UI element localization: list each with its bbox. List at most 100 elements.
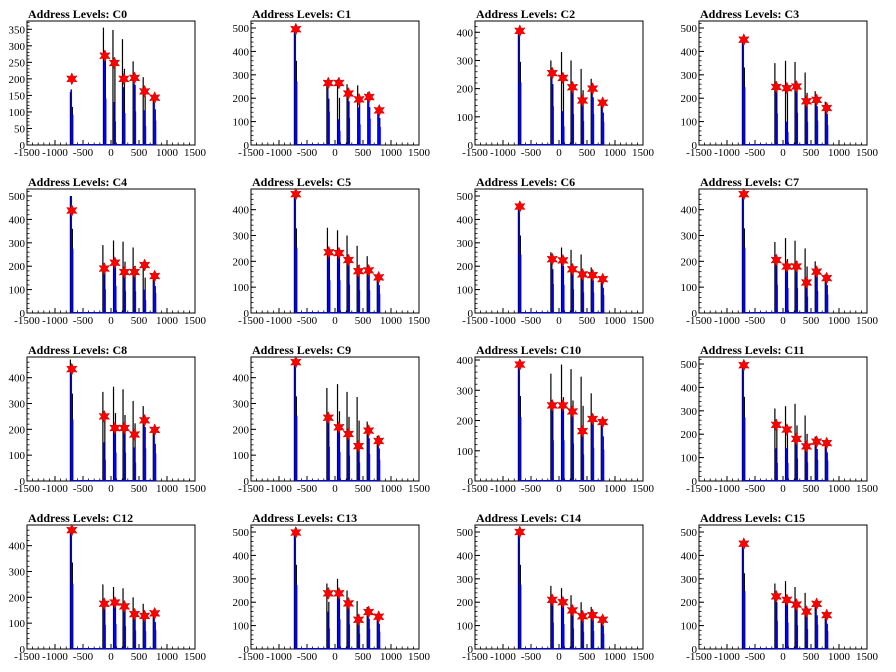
x-tick-label: 1500	[856, 483, 879, 495]
y-tick-label: 0	[20, 476, 26, 488]
y-tick-label: 100	[233, 450, 250, 462]
peak-marker	[738, 187, 750, 201]
peak-marker	[820, 436, 833, 450]
x-tick-label: -500	[73, 315, 94, 327]
y-tick-label: 300	[9, 399, 26, 411]
x-tick-label: -1000	[714, 651, 740, 663]
y-tick-label: 100	[681, 282, 698, 294]
peak-marker	[820, 608, 833, 622]
peak-marker	[372, 270, 385, 284]
x-tick-label: -1500	[686, 315, 712, 327]
peak-marker	[576, 424, 589, 438]
x-tick-label: -1500	[238, 651, 264, 663]
peak-marker	[362, 605, 375, 619]
x-tick-label: -500	[745, 315, 766, 327]
x-tick-label: 500	[355, 483, 372, 495]
x-tick-label: -500	[73, 147, 94, 159]
y-tick-label: 400	[681, 46, 698, 58]
peak-marker	[342, 253, 355, 267]
peak-marker	[362, 424, 375, 438]
x-tick-label: -1000	[490, 651, 516, 663]
y-tick-label: 300	[457, 55, 474, 67]
y-tick-label: 200	[457, 261, 474, 273]
peak-marker	[810, 597, 823, 611]
x-tick-label: -1500	[462, 315, 488, 327]
x-tick-label: 0	[556, 651, 562, 663]
x-tick-label: 500	[355, 147, 372, 159]
y-tick-label: 300	[457, 238, 474, 250]
chart-panel: Address Levels: C15 0 100 200 300 400 500 -1500…	[681, 511, 879, 663]
peak-marker	[514, 24, 526, 38]
x-tick-label: 500	[579, 315, 596, 327]
y-tick-label: 100	[9, 107, 26, 119]
x-tick-label: -1000	[42, 483, 68, 495]
chart-title: Address Levels: C14	[476, 511, 581, 525]
x-tick-label: 1000	[828, 651, 851, 663]
y-tick-label: 0	[20, 140, 26, 152]
peak-marker	[148, 91, 161, 105]
peak-marker	[566, 404, 579, 419]
y-tick-label: 150	[9, 90, 26, 102]
plot-frame	[26, 188, 196, 314]
y-tick-label: 0	[468, 308, 474, 320]
y-tick-label: 200	[9, 592, 26, 604]
x-tick-label: 1500	[856, 651, 879, 663]
y-tick-label: 400	[681, 382, 698, 394]
x-tick-label: 1500	[632, 315, 655, 327]
peak-marker	[790, 597, 803, 612]
x-tick-label: -1000	[42, 147, 68, 159]
peak-marker	[738, 537, 750, 551]
y-tick-label: 500	[681, 527, 698, 539]
x-tick-label: 1000	[380, 147, 403, 159]
peak-marker	[557, 71, 569, 85]
y-tick-label: 200	[681, 93, 698, 105]
x-tick-label: -500	[297, 483, 318, 495]
peak-marker	[118, 599, 131, 614]
peak-marker	[546, 398, 559, 413]
y-tick-label: 300	[233, 399, 250, 411]
y-tick-label: 300	[681, 231, 698, 243]
y-tick-label: 200	[457, 597, 474, 609]
peak-marker	[118, 265, 131, 279]
plot-frame	[26, 356, 196, 482]
x-tick-label: 500	[579, 651, 596, 663]
y-tick-label: 0	[244, 140, 250, 152]
plot-frame	[250, 524, 420, 650]
x-tick-label: 500	[355, 651, 372, 663]
peak-marker	[333, 246, 345, 260]
peak-marker	[109, 421, 121, 435]
y-tick-label: 100	[457, 446, 474, 458]
x-tick-label: 1500	[408, 315, 431, 327]
x-tick-label: -1000	[714, 315, 740, 327]
plot-frame	[698, 20, 868, 146]
chart-title: Address Levels: C6	[476, 175, 575, 189]
y-tick-label: 500	[233, 527, 250, 539]
x-tick-label: 0	[556, 483, 562, 495]
x-tick-label: 500	[803, 483, 820, 495]
peak-marker	[128, 265, 141, 279]
x-tick-label: 1000	[604, 483, 627, 495]
peak-marker	[546, 252, 559, 266]
x-tick-label: 500	[131, 483, 148, 495]
chart-panel: Address Levels: C14 0 100 200 300 400 500 -1500…	[457, 511, 655, 663]
plot-frame	[474, 524, 644, 650]
x-tick-label: 0	[780, 651, 786, 663]
peak-marker	[353, 92, 365, 106]
x-tick-label: -1500	[238, 315, 264, 327]
x-tick-label: 0	[332, 315, 338, 327]
peak-marker	[128, 427, 141, 442]
peak-marker	[790, 79, 803, 94]
peak-marker	[586, 608, 599, 622]
peak-marker	[770, 253, 783, 267]
peak-marker	[118, 72, 130, 86]
peak-marker	[352, 613, 365, 627]
plot-frame	[26, 524, 196, 650]
peak-marker	[138, 84, 151, 99]
x-tick-label: -1500	[686, 147, 712, 159]
plot-frame	[250, 20, 420, 146]
y-tick-label: 200	[233, 424, 250, 436]
peak-marker	[290, 525, 302, 540]
x-tick-label: 1000	[828, 315, 851, 327]
x-tick-label: 500	[803, 147, 820, 159]
x-tick-label: 1000	[604, 147, 627, 159]
